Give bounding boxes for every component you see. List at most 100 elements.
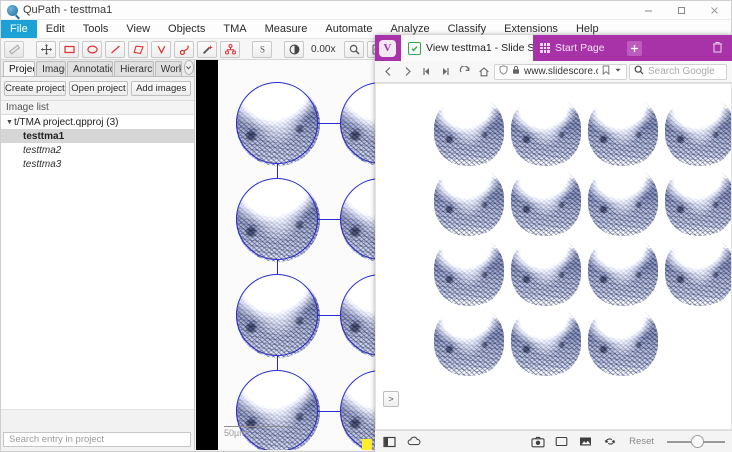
menu-file[interactable]: File [1,20,37,38]
trash-icon[interactable] [712,41,723,56]
chevron-down-icon[interactable] [614,66,622,77]
tma-annotation-circle[interactable] [236,274,318,356]
slide-core[interactable] [511,166,581,236]
slide-core[interactable] [665,236,731,306]
slide-core[interactable] [511,236,581,306]
menu-help[interactable]: Help [575,23,599,35]
points-tool[interactable] [220,40,240,58]
qupath-window-title: QuPath - testtma1 [23,4,113,16]
sync-icon[interactable] [602,434,617,449]
add-images-button[interactable]: Add images [131,81,192,96]
line-tool[interactable] [105,40,125,58]
slide-core[interactable] [511,306,581,376]
cloud-icon[interactable] [406,434,421,449]
brightness-contrast-button[interactable] [284,40,304,58]
menu-measure[interactable]: Measure [264,23,308,35]
tree-root-row[interactable]: ▼ t/TMA project.qpproj (3) [1,115,194,129]
forward-button[interactable] [399,63,416,80]
polyline-tool[interactable] [151,40,171,58]
tma-grid-link [318,411,340,413]
tissue-texture [511,306,581,376]
chevron-down-icon[interactable] [183,60,195,75]
tma-marker[interactable] [362,439,372,450]
tab-hierarchy[interactable]: Hierarchy [114,61,154,76]
url-text: www.slidescore.com/l... [524,66,598,77]
tab-start-page[interactable]: Start Page [533,37,612,59]
reset-zoom-button[interactable]: Reset [629,436,654,447]
minimize-button[interactable] [632,1,665,20]
tab-project[interactable]: Project [3,61,36,76]
image-icon[interactable] [578,434,593,449]
tab-annotations[interactable]: Annotations [67,61,114,76]
move-tool[interactable] [36,40,56,58]
tma-annotation-circle[interactable] [236,82,318,164]
tree-item-testtma3[interactable]: testtma3 [23,158,62,170]
tma-grid-link [277,260,279,274]
menu-extensions[interactable]: Extensions [504,23,558,35]
slide-core[interactable] [588,306,658,376]
panel-icon[interactable] [382,434,397,449]
camera-icon[interactable] [530,434,545,449]
slide-core[interactable] [434,236,504,306]
search-input[interactable]: Search entry in project [3,432,191,447]
tissue-texture [665,236,731,306]
back-button[interactable] [380,63,397,80]
slide-core[interactable] [434,166,504,236]
menu-classify[interactable]: Classify [447,23,487,35]
slide-core[interactable] [665,96,731,166]
bookmark-icon[interactable] [602,65,610,78]
reload-button[interactable] [456,63,473,80]
qupath-title-left: QuPath - testtma1 [7,4,112,16]
menu-automate[interactable]: Automate [325,23,373,35]
slide-core[interactable] [588,236,658,306]
slide-core[interactable] [588,96,658,166]
page-content[interactable]: > [375,83,732,430]
tree-expand-icon[interactable]: ▼ [6,118,13,126]
menu-tools[interactable]: Tools [82,23,109,35]
slide-core[interactable] [434,306,504,376]
tree-item-testtma2[interactable]: testtma2 [23,144,62,156]
tma-annotation-circle[interactable] [236,178,318,260]
slide-core[interactable] [434,96,504,166]
address-bar[interactable]: www.slidescore.com/l... [494,63,627,80]
fastforward-button[interactable] [437,63,454,80]
wand-tool[interactable] [197,40,217,58]
next-button[interactable]: > [383,391,399,407]
vivaldi-status-bar: Reset [375,430,732,452]
rewind-button[interactable] [418,63,435,80]
tissue-texture [511,96,581,166]
zoom-to-fit-button[interactable] [344,40,365,58]
create-project-button[interactable]: Create project [4,81,66,96]
menu-view[interactable]: View [126,23,151,35]
page-icon[interactable] [554,434,569,449]
slide-core[interactable] [665,166,731,236]
tab-workflow[interactable]: Work [154,61,182,76]
slide-core[interactable] [588,166,658,236]
tma-annotation-circle[interactable] [236,370,318,450]
rectangle-tool[interactable] [59,40,79,58]
menu-edit[interactable]: Edit [45,23,65,35]
selection-mode-tool[interactable]: S [252,40,272,58]
brush-tool[interactable] [174,40,194,58]
tab-image[interactable]: Image [36,61,66,76]
menu-objects[interactable]: Objects [168,23,206,35]
search-field[interactable]: Search Google [629,63,727,80]
home-button[interactable] [475,63,492,80]
ellipse-tool[interactable] [82,40,102,58]
menu-analyze[interactable]: Analyze [390,23,430,35]
close-button[interactable] [698,1,731,20]
menu-tma[interactable]: TMA [223,23,247,35]
tissue-texture [511,166,581,236]
new-tab-button[interactable] [627,40,642,56]
polygon-tool[interactable] [128,40,148,58]
ruler-tool[interactable] [4,40,24,58]
scale-bar: 50µm [224,425,292,438]
qupath-window-controls [632,1,731,20]
zoom-slider-handle[interactable] [691,435,704,448]
tree-item-testtma1[interactable]: testtma1 [1,129,194,143]
tab-view-testtma1[interactable]: View testtma1 - Slide Score [401,35,533,61]
zoom-slider[interactable] [667,435,725,448]
maximize-button[interactable] [665,1,698,20]
slide-core[interactable] [511,96,581,166]
open-project-button[interactable]: Open project [68,81,129,96]
